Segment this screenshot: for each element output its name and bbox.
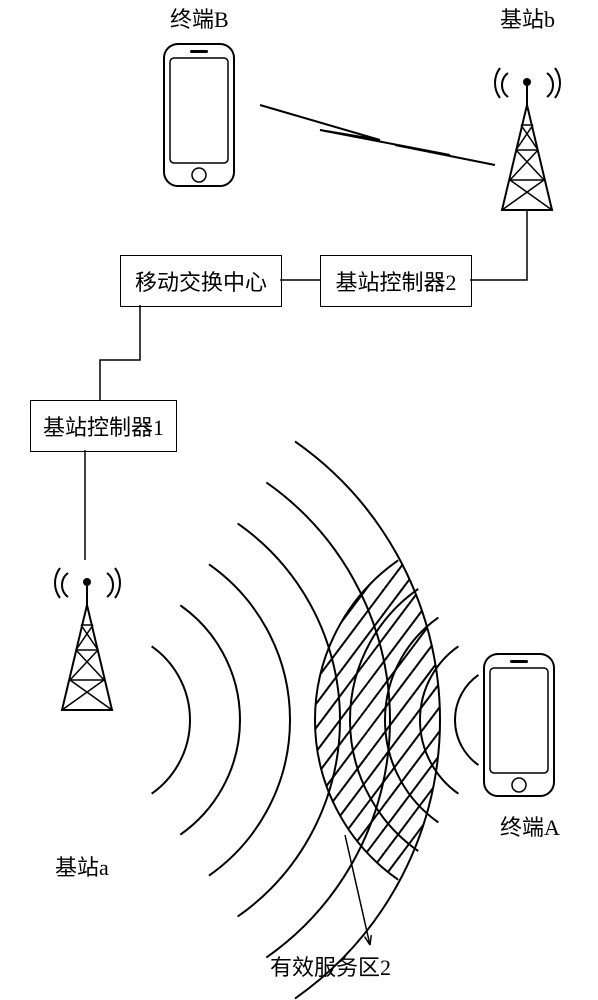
label-terminal-a: 终端A — [500, 810, 560, 842]
label-service-area: 有效服务区2 — [270, 950, 391, 982]
label-base-a: 基站a — [55, 850, 109, 882]
